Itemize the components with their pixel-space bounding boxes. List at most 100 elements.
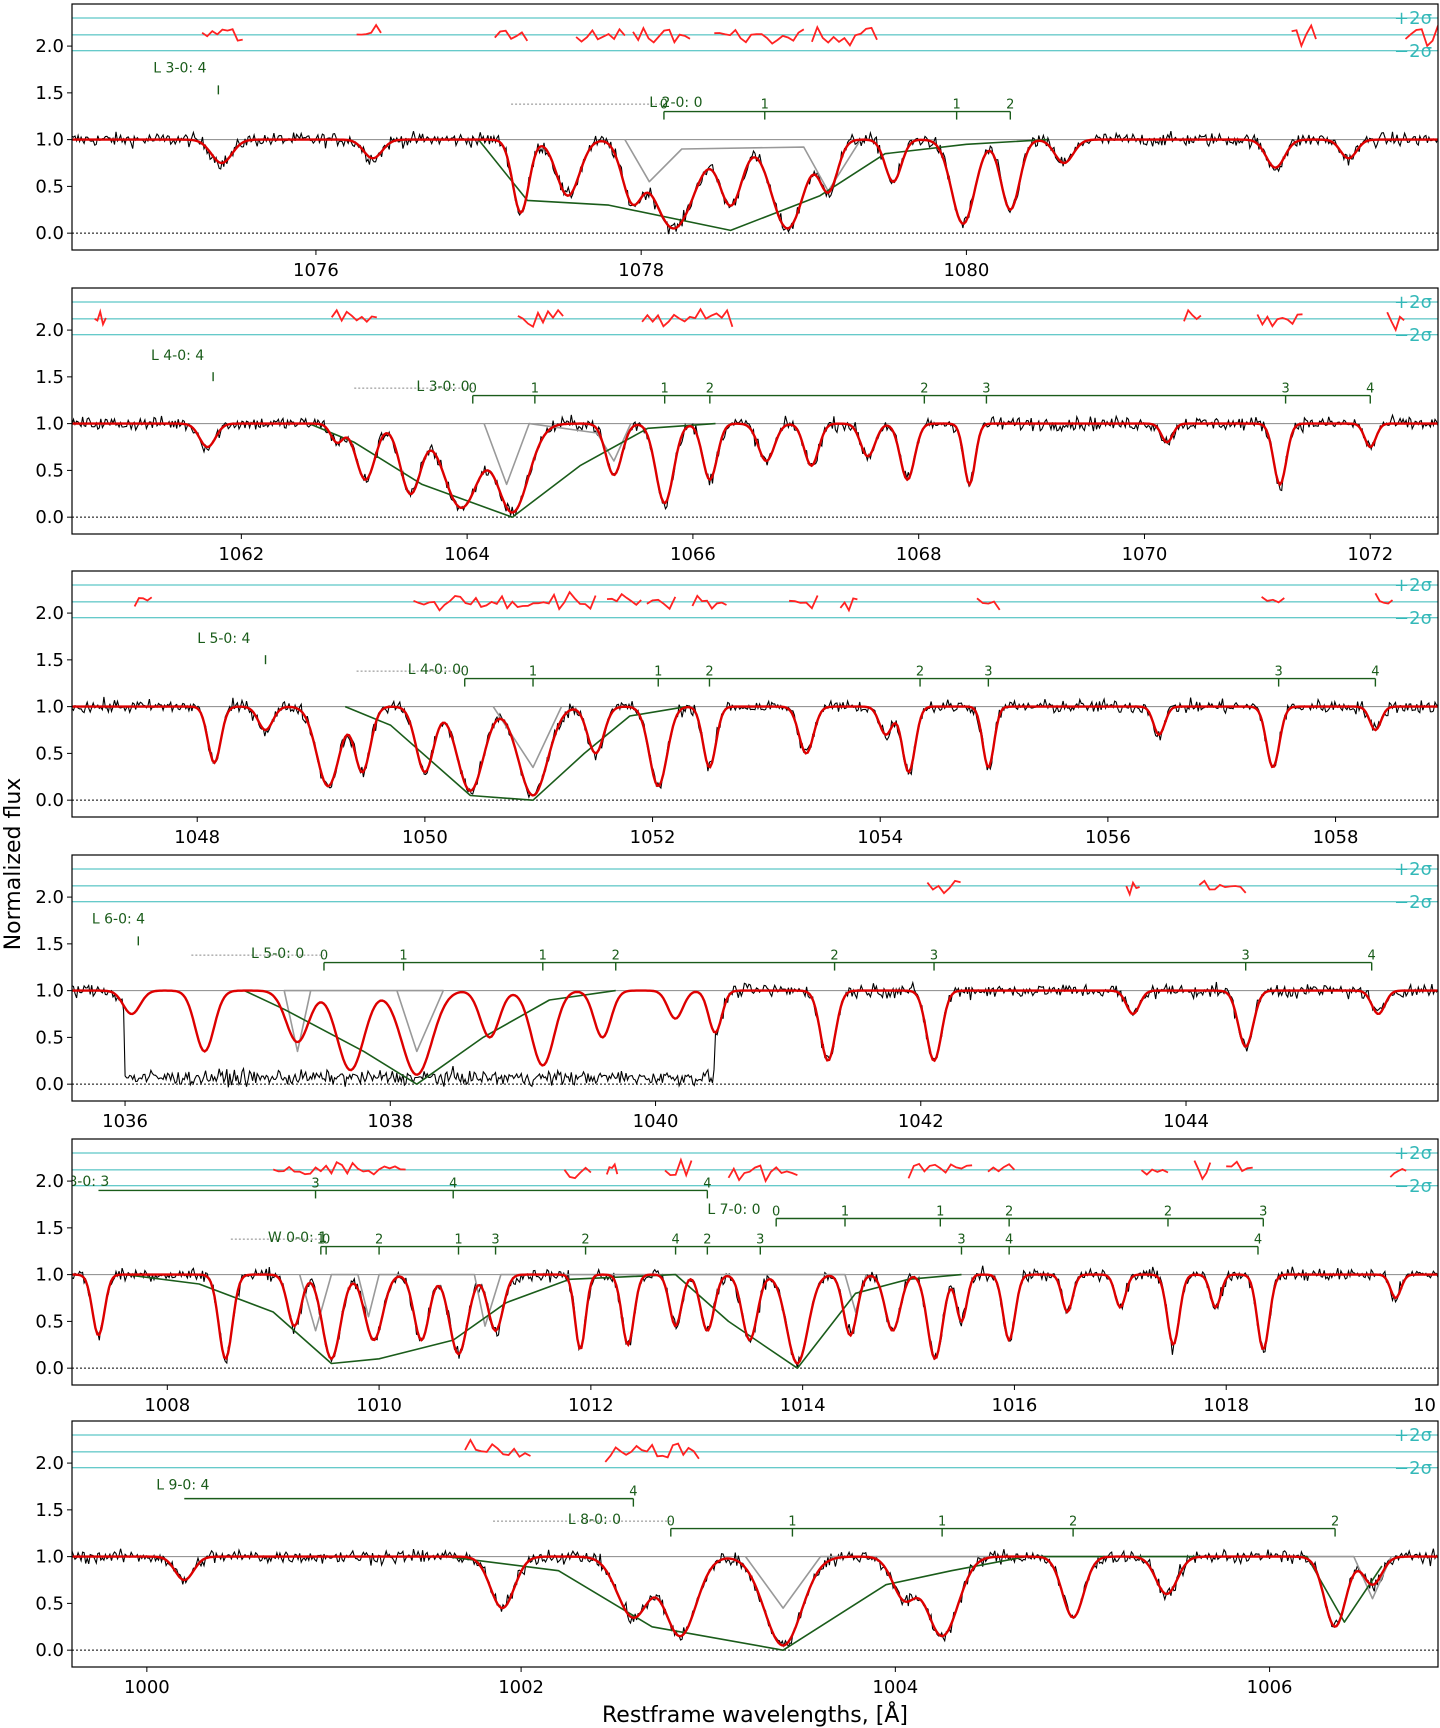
y-axis-label: Normalized flux — [1, 778, 26, 951]
transition-label: L 4-0: 0 — [408, 662, 461, 678]
y-tick-label: 2.0 — [35, 887, 64, 908]
line-tick-label: 2 — [1005, 1205, 1013, 1220]
line-tick-label: 4 — [703, 1176, 711, 1191]
residual — [691, 594, 727, 610]
line-tick-label: 1 — [531, 382, 539, 397]
residual — [926, 879, 961, 895]
observed-spectrum — [72, 130, 1438, 235]
y-tick-label: 0.0 — [35, 507, 64, 528]
residual — [1404, 25, 1438, 48]
line-tick-label: 3 — [1281, 382, 1289, 397]
y-tick-label: 0.0 — [35, 1358, 64, 1379]
line-tick-label: 4 — [1005, 1233, 1013, 1248]
line-tick-label: 0 — [322, 1233, 330, 1248]
residual — [1386, 311, 1405, 333]
sigma-label-plus: +2σ — [1394, 8, 1432, 29]
residual — [330, 308, 377, 323]
line-tick-label: 3 — [491, 1233, 499, 1248]
line-tick-label: 1 — [654, 665, 662, 680]
x-tick-label: 1062 — [218, 544, 264, 565]
x-tick-label: 1078 — [618, 260, 664, 281]
transition-label: L 3-0: 4 — [153, 60, 206, 76]
line-tick-label: 1 — [539, 949, 547, 964]
blend-profile — [744, 1555, 1392, 1609]
residual — [494, 29, 529, 42]
residual — [1198, 879, 1247, 894]
line-tick-label: 1 — [454, 1233, 462, 1248]
x-tick-label: 1070 — [1122, 544, 1168, 565]
axes-frame — [71, 3, 1439, 251]
blend-profile — [624, 139, 862, 192]
residual — [605, 1162, 619, 1175]
component-profile — [308, 422, 716, 518]
line-tick-label: 0 — [469, 382, 477, 397]
sigma-label-minus: −2σ — [1394, 325, 1432, 346]
observed-spectrum — [72, 980, 1438, 1088]
plot-area: 4 0 1 1 2 2 L 9-0: 4 L 8-0: 0 — [72, 1434, 1438, 1651]
sigma-label-minus: −2σ — [1394, 608, 1432, 629]
line-tick-label: 1 — [788, 1515, 796, 1530]
residual — [987, 1163, 1016, 1173]
x-tick-label: 1048 — [174, 827, 220, 848]
line-tick-label: 3 — [982, 382, 990, 397]
line-tick-label: 4 — [449, 1176, 457, 1191]
line-tick-label: 0 — [320, 949, 328, 964]
residual — [1261, 596, 1285, 604]
y-tick-label: 0.5 — [35, 460, 64, 481]
line-tick-label: 0 — [660, 98, 668, 113]
panel-6: 4 0 1 1 2 2 L 9-0: 4 L 8-0: 0 +2σ −2σ 0.0 0.5 1.0 1.5… — [35, 1420, 1439, 1698]
y-tick-label: 2.0 — [35, 320, 64, 341]
line-tick-label: 2 — [706, 382, 714, 397]
model-fit — [72, 989, 1438, 1076]
model-fit — [72, 1555, 1438, 1647]
residual — [1226, 1160, 1253, 1173]
transition-label: L 3-0: 0 — [416, 379, 469, 395]
observed-spectrum — [72, 1265, 1438, 1369]
line-tick-label: 2 — [612, 949, 620, 964]
blend-profile — [298, 1273, 867, 1332]
x-tick-label: 1058 — [1313, 827, 1359, 848]
x-tick-label: 1050 — [402, 827, 448, 848]
x-tick-label: 1080 — [943, 260, 989, 281]
line-tick-label: 4 — [629, 1485, 637, 1500]
axes-frame — [71, 570, 1439, 818]
residual — [517, 308, 564, 329]
residual — [1256, 313, 1303, 328]
y-tick-label: 1.0 — [35, 414, 64, 435]
line-tick-label: 1 — [761, 98, 769, 113]
transition-label: L 5-0: 4 — [197, 631, 250, 647]
transition-label: L 7-0: 0 — [707, 1202, 760, 1218]
residual — [563, 1166, 592, 1180]
line-tick-label: 2 — [1006, 98, 1014, 113]
x-tick-label: 1018 — [1203, 1395, 1249, 1416]
residual — [646, 596, 677, 611]
residual — [664, 1157, 693, 1178]
line-tick-label: 2 — [705, 665, 713, 680]
line-tick-label: 3 — [756, 1233, 764, 1248]
line-tick-label: 3 — [957, 1233, 965, 1248]
residual — [789, 595, 819, 610]
residual — [1140, 1168, 1169, 1176]
y-tick-label: 0.0 — [35, 1074, 64, 1095]
transition-label: L 6-0: 4 — [92, 911, 145, 927]
x-tick-label: 1044 — [1163, 1111, 1209, 1132]
plot-area: 0 1 1 2 2 3 3 4 L 4-0: 4 L 3-0: 0 — [72, 301, 1438, 518]
line-tick-label: 2 — [1331, 1515, 1339, 1530]
panel-3: 0 1 1 2 2 3 3 4 L 5-0: 4 L 4-0: 0 +2σ −2σ 0.0 0.5 1.0 1… — [35, 570, 1439, 848]
sigma-label-minus: −2σ — [1394, 1176, 1432, 1197]
sigma-label-plus: +2σ — [1394, 1143, 1432, 1164]
x-tick-label: 10 — [1413, 1395, 1436, 1416]
x-tick-label: 1042 — [898, 1111, 944, 1132]
line-tick-label: 3 — [311, 1176, 319, 1191]
residual — [1193, 1160, 1212, 1181]
line-tick-label: 2 — [581, 1233, 589, 1248]
y-tick-label: 1.5 — [35, 1218, 64, 1239]
component-profile — [244, 989, 616, 1085]
transition-label: L 8-0: 3 — [56, 1174, 109, 1190]
y-tick-label: 1.5 — [35, 83, 64, 104]
x-tick-label: 1038 — [367, 1111, 413, 1132]
y-tick-label: 0.5 — [35, 1311, 64, 1332]
transition-label: L 9-0: 4 — [156, 1477, 209, 1493]
residual — [413, 590, 597, 612]
plot-area: 3 4 40 1 1 2 2 301 2 1 3 2 4 2 3 3 4 4L 8-0: 3L 7-0: 0W 0… — [56, 1152, 1438, 1369]
